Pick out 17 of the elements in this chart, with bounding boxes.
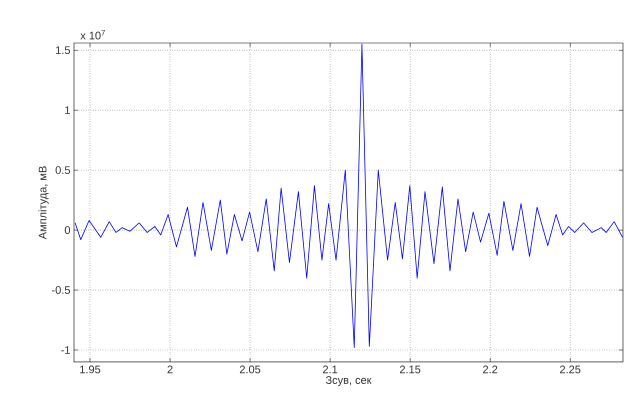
- y-tick-label: 0: [64, 226, 70, 234]
- line-series: [74, 44, 623, 348]
- y-tick-label: 0.5: [56, 166, 70, 174]
- x-tick-label: 2.1: [323, 366, 338, 374]
- y-tick-label: -0.5: [52, 286, 70, 294]
- x-tick-label: 2.2: [483, 366, 498, 374]
- y-tick-label: 1.5: [56, 46, 70, 54]
- x-tick-label: 2.05: [240, 366, 260, 374]
- y-axis-title: Амплітуда, мВ: [38, 166, 49, 240]
- y-tick-label: -1: [61, 346, 70, 354]
- x-axis-title: Зсув, сек: [326, 376, 372, 386]
- x-tick-label: 2: [168, 366, 173, 374]
- x-tick-label: 2.15: [400, 366, 420, 374]
- x-tick-label: 2.25: [560, 366, 580, 374]
- text: x 10$^{7}$: [80, 30, 105, 40]
- y-tick-label: 1: [65, 106, 70, 114]
- x-tick-label: 1.95: [80, 366, 100, 374]
